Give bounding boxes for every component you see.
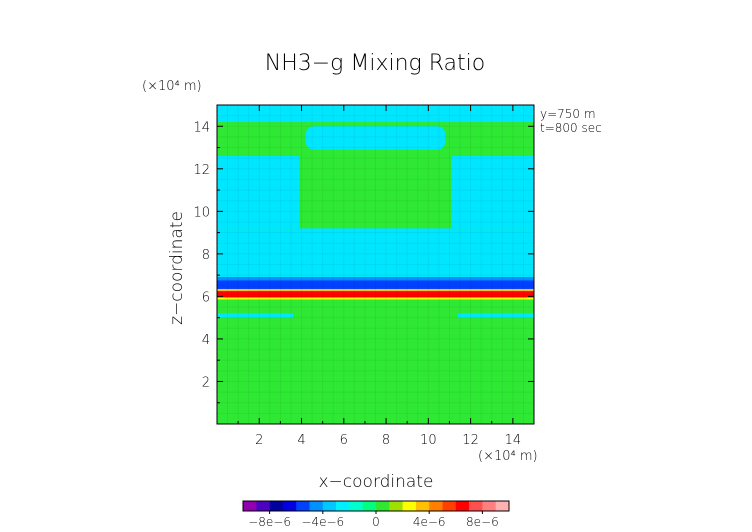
colorbar-swatch — [482, 501, 496, 511]
field-region-2 — [451, 156, 534, 229]
plot-area — [216, 104, 535, 425]
band-edge-3 — [217, 297, 534, 300]
colorbar — [242, 500, 510, 512]
chart-title: NH3−g Mixing Ratio — [265, 51, 485, 76]
colorbar-swatch — [495, 501, 510, 511]
field-region-3 — [305, 126, 446, 150]
y-tick-label: 6 — [202, 290, 210, 305]
annotation-y: y=750 m — [540, 107, 596, 121]
x-tick-label: 2 — [255, 433, 263, 448]
colorbar-swatch — [322, 501, 337, 511]
x-tick-label: 8 — [382, 433, 390, 448]
colorbar-swatch — [243, 501, 257, 511]
band-edge-2 — [217, 288, 534, 292]
band-edge-1 — [217, 286, 534, 289]
y-scale-label: (×10⁴ m) — [142, 79, 202, 94]
x-axis-label: x−coordinate — [319, 472, 434, 492]
colorbar-swatch — [362, 501, 377, 511]
colorbar-swatch — [376, 501, 390, 511]
x-tick-label: 14 — [505, 433, 522, 448]
field-regions — [217, 105, 534, 318]
colorbar-swatch — [296, 501, 310, 511]
x-axis-ticks: 2 4 6 8 10 12 14 — [237, 105, 522, 448]
colorbar-tick-label: 0 — [372, 515, 380, 529]
colorbar-swatch — [256, 501, 270, 511]
field-region-1 — [217, 156, 300, 229]
colorbar-swatch — [269, 501, 284, 511]
y-axis-ticks: 2 4 6 8 10 12 14 — [193, 120, 534, 404]
annotation-t: t=800 sec — [540, 121, 602, 135]
x-tick-label: 12 — [462, 433, 479, 448]
colorbar-swatch — [455, 501, 470, 511]
colorbar-swatch — [309, 501, 324, 511]
colorbar-ticks: −8e−6 −4e−6 0 4e−6 8e−6 — [248, 511, 499, 529]
colorbar-tick-label: 8e−6 — [466, 515, 499, 529]
band-edge-0 — [217, 277, 534, 281]
y-tick-label: 8 — [202, 248, 210, 263]
colorbar-swatch — [336, 501, 350, 511]
y-tick-label: 12 — [193, 163, 210, 178]
y-tick-label: 4 — [202, 333, 210, 348]
colorbar-tick-label: −8e−6 — [248, 515, 291, 529]
field-region-7 — [217, 313, 294, 318]
x-tick-label: 4 — [297, 433, 305, 448]
colorbar-swatch — [402, 501, 417, 511]
field-region-4 — [217, 228, 534, 278]
colorbar-swatch — [389, 501, 403, 511]
plot-frame — [216, 104, 535, 425]
colorbar-swatch — [469, 501, 483, 511]
x-scale-label: (×10⁴ m) — [478, 449, 538, 464]
colorbar-swatch — [349, 501, 363, 511]
y-tick-label: 10 — [193, 205, 210, 220]
y-tick-label: 2 — [202, 375, 210, 390]
field-region-6 — [217, 288, 534, 300]
colorbar-swatch — [442, 501, 457, 511]
field-region-5 — [217, 277, 534, 289]
y-axis-label: z−coordinate — [167, 211, 187, 325]
field-region-0 — [217, 105, 534, 123]
grid — [217, 105, 534, 424]
y-tick-label: 14 — [193, 120, 210, 135]
colorbar-swatch — [415, 501, 430, 511]
field-region-8 — [457, 313, 534, 318]
colorbar-swatch — [282, 501, 297, 511]
x-tick-label: 10 — [420, 433, 437, 448]
colorbar-tick-label: −4e−6 — [301, 515, 344, 529]
x-tick-label: 6 — [340, 433, 348, 448]
colorbar-tick-label: 4e−6 — [413, 515, 446, 529]
colorbar-swatch — [429, 501, 443, 511]
